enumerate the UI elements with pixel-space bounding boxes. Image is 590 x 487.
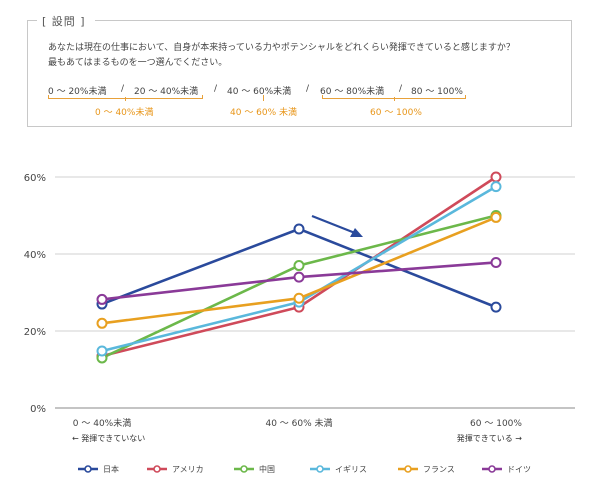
option-separator: / [214,84,218,94]
option-40-60: 40 〜 60%未満 [227,87,292,97]
grid [55,176,575,409]
data-point [490,256,502,268]
legend-label: フランス [423,465,455,474]
data-point [490,181,502,193]
data-point [490,301,502,313]
legend-label: 日本 [103,464,119,474]
option-80-100: 80 〜 100% [411,87,463,97]
legend: 日本 アメリカ 中国 イギリス フランス ドイツ [78,464,531,474]
data-point [490,171,502,183]
y-tick-label: 60% [24,173,46,184]
legend-label: イギリス [335,465,367,474]
group-bracket-tick [394,97,395,101]
legend-marker [316,465,324,473]
data-point [293,292,305,304]
x-axis: 0 〜 40%未満 ← 発揮できていない 40 〜 60% 未満 60 〜 100% 発… [72,417,522,443]
data-point [490,211,502,223]
data-point [293,260,305,272]
legend-marker [404,465,412,473]
data-point [293,271,305,283]
x-tick-label: 40 〜 60% 未満 [265,417,332,429]
data-point [96,345,108,357]
legend-marker [153,465,161,473]
series-lines [96,171,502,364]
group-label-high: 60 〜 100% [370,108,422,118]
y-tick-label: 40% [24,250,46,261]
data-point [293,223,305,235]
legend-label: ドイツ [507,465,531,474]
x-axis-sublabel: ← 発揮できていない [72,433,145,443]
legend-label: アメリカ [172,465,204,474]
y-tick-label: 20% [24,327,46,338]
option-0-20: 0 〜 20%未満 [48,87,107,97]
question-box [27,20,572,127]
group-bracket-mid [263,95,264,101]
legend-marker [488,465,496,473]
data-point [96,293,108,305]
option-separator: / [306,84,310,94]
group-label-mid: 40 〜 60% 未満 [230,108,298,118]
y-axis: 0% 20% 40% 60% [24,173,46,415]
question-text: あなたは現在の仕事において、自身が本来持っている力やポテンシャルをどれくらい発揮… [48,43,515,53]
x-axis-sublabel: 発揮できている → [457,433,523,443]
option-separator: / [399,84,403,94]
legend-marker [240,465,248,473]
option-20-40: 20 〜 40%未満 [134,87,199,97]
legend-label: 中国 [259,464,275,474]
annotation [311,214,363,237]
question-instruction: 最もあてはまるものを一つ選んでください。 [48,58,228,68]
trend-arrow-head [350,228,363,237]
x-tick-label: 0 〜 40%未満 [73,417,131,429]
group-label-low: 0 〜 40%未満 [95,108,154,118]
option-60-80: 60 〜 80%未満 [320,87,385,97]
data-point [96,317,108,329]
trend-arrow-shaft [311,214,356,235]
group-bracket-tick [125,97,126,101]
question-header: [ 設問 ] [42,15,86,28]
x-tick-label: 60 〜 100% [470,419,522,429]
legend-marker [84,465,92,473]
y-tick-label: 0% [30,404,46,415]
option-separator: / [121,84,125,94]
